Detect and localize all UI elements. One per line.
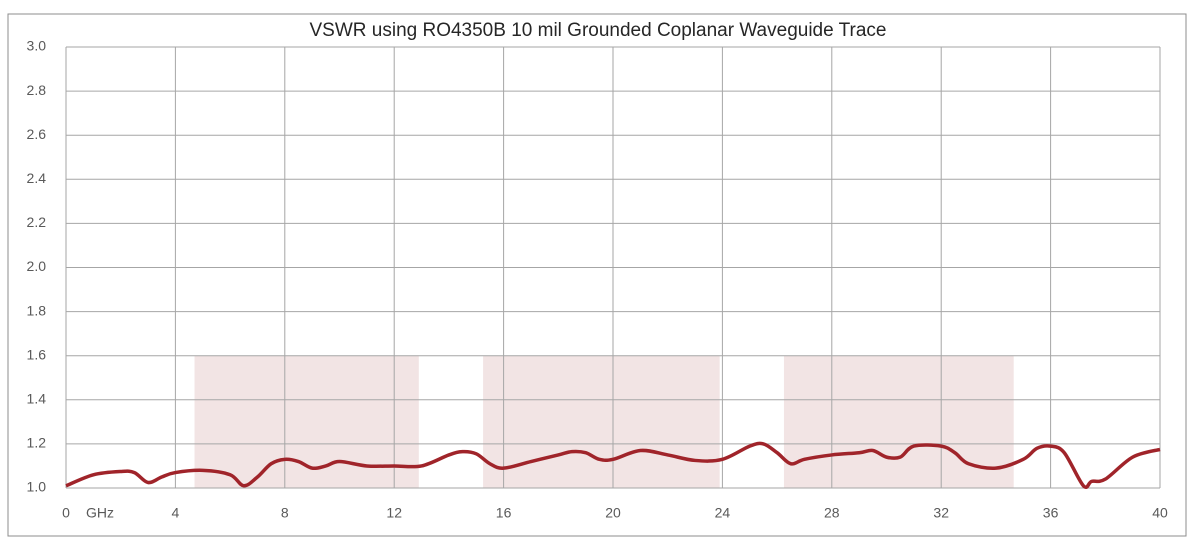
y-tick-label: 2.0 bbox=[27, 258, 47, 274]
x-unit-label: GHz bbox=[86, 505, 114, 521]
x-tick-label: 0 bbox=[62, 505, 70, 521]
x-tick-label: 16 bbox=[496, 505, 512, 521]
shaded-band bbox=[483, 355, 720, 488]
y-tick-label: 2.6 bbox=[27, 126, 47, 142]
x-tick-label: 20 bbox=[605, 505, 621, 521]
chart-title: VSWR using RO4350B 10 mil Grounded Copla… bbox=[310, 20, 887, 41]
x-tick-label: 40 bbox=[1152, 505, 1168, 521]
x-tick-label: 12 bbox=[386, 505, 402, 521]
x-tick-label: 32 bbox=[933, 505, 949, 521]
x-tick-label: 4 bbox=[172, 505, 180, 521]
y-tick-label: 2.4 bbox=[27, 170, 47, 186]
x-tick-label: 36 bbox=[1043, 505, 1059, 521]
y-tick-label: 2.8 bbox=[27, 82, 47, 98]
x-tick-label: 8 bbox=[281, 505, 289, 521]
y-tick-label: 1.6 bbox=[27, 346, 47, 362]
shaded-band bbox=[194, 355, 419, 488]
y-tick-label: 1.8 bbox=[27, 302, 47, 318]
y-tick-label: 1.4 bbox=[27, 391, 47, 407]
x-tick-label: 28 bbox=[824, 505, 840, 521]
y-tick-label: 2.2 bbox=[27, 214, 47, 230]
series-line bbox=[65, 441, 1161, 490]
x-tick-label: 24 bbox=[715, 505, 731, 521]
y-tick-label: 1.0 bbox=[27, 479, 47, 495]
y-tick-label: 3.0 bbox=[27, 38, 47, 54]
y-tick-label: 1.2 bbox=[27, 435, 47, 451]
